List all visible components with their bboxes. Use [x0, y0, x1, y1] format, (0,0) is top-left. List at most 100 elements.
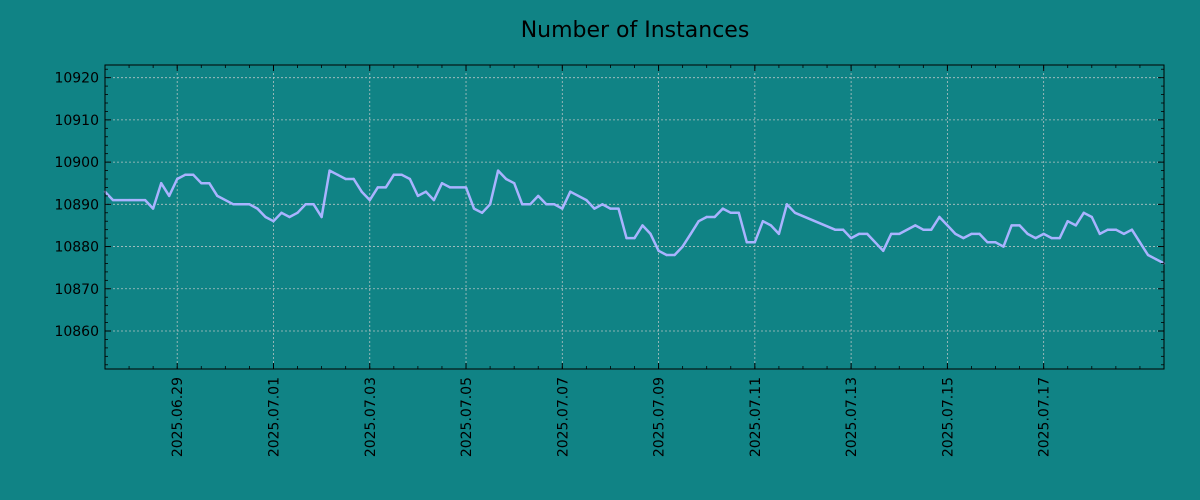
- data-point: [769, 224, 773, 227]
- data-point: [713, 215, 716, 219]
- data-point: [673, 253, 676, 257]
- data-point: [737, 211, 740, 214]
- data-point: [392, 173, 395, 176]
- data-point: [1010, 224, 1013, 227]
- data-point: [488, 203, 492, 206]
- data-point: [753, 241, 756, 244]
- data-point: [970, 232, 973, 236]
- x-tick-label: 2025.07.11: [748, 377, 764, 457]
- data-point: [681, 245, 684, 248]
- data-point: [216, 194, 219, 198]
- data-point: [416, 194, 420, 198]
- data-point: [1074, 224, 1078, 227]
- data-point: [890, 232, 893, 236]
- data-point: [529, 203, 532, 206]
- y-tick-label: 10890: [54, 197, 99, 213]
- data-point: [545, 203, 548, 206]
- x-tick-label: 2025.07.01: [266, 377, 282, 457]
- data-point: [151, 207, 155, 210]
- data-point: [232, 203, 235, 206]
- data-point: [264, 215, 267, 219]
- data-point: [472, 207, 476, 210]
- x-tick-label: 2025.07.17: [1037, 377, 1053, 457]
- data-point: [184, 173, 187, 176]
- data-point: [192, 173, 195, 176]
- data-point: [721, 207, 724, 210]
- data-point: [376, 186, 379, 189]
- data-point: [777, 232, 781, 236]
- y-tick-label: 10880: [54, 240, 99, 256]
- series-layer: [103, 169, 1166, 265]
- data-point: [400, 173, 403, 176]
- data-point: [633, 236, 636, 240]
- data-point: [160, 182, 163, 185]
- data-point: [424, 190, 428, 193]
- data-point: [176, 177, 179, 181]
- data-point: [320, 215, 323, 219]
- data-point: [866, 232, 869, 236]
- data-point: [561, 207, 564, 210]
- data-point: [1058, 236, 1061, 240]
- data-point: [432, 198, 436, 202]
- data-point: [729, 211, 732, 214]
- data-point: [986, 241, 989, 244]
- data-point: [312, 203, 315, 206]
- data-point: [649, 232, 652, 236]
- x-tick-label: 2025.07.15: [940, 377, 956, 457]
- data-point: [384, 186, 387, 189]
- data-point: [994, 241, 997, 244]
- data-point: [962, 236, 965, 240]
- data-point: [480, 211, 484, 214]
- data-point: [200, 182, 203, 185]
- data-point: [657, 249, 660, 252]
- data-point: [143, 198, 147, 202]
- data-point: [689, 232, 692, 236]
- data-point: [496, 169, 500, 172]
- data-point: [1146, 253, 1150, 257]
- data-point: [1066, 220, 1069, 223]
- data-point: [272, 220, 275, 223]
- data-point: [553, 203, 556, 206]
- data-point: [833, 228, 837, 231]
- data-point: [208, 182, 211, 185]
- data-point: [336, 173, 339, 176]
- data-point: [280, 211, 283, 214]
- data-point: [1018, 224, 1021, 227]
- x-tick-label: 2025.07.07: [555, 377, 571, 457]
- data-point: [641, 224, 644, 227]
- data-point: [761, 220, 765, 223]
- data-point: [849, 236, 853, 240]
- y-tick-label: 10910: [54, 113, 99, 129]
- data-point: [954, 232, 957, 236]
- data-point: [617, 207, 620, 210]
- data-point: [946, 224, 949, 227]
- data-point: [625, 236, 628, 240]
- data-point: [745, 241, 748, 244]
- grid-lines: [105, 65, 1164, 369]
- data-point: [569, 190, 572, 193]
- data-point: [248, 203, 251, 206]
- data-point: [601, 203, 604, 206]
- data-point: [1154, 258, 1158, 261]
- x-tick-label: 2025.07.09: [652, 377, 668, 457]
- data-point: [1098, 232, 1102, 236]
- data-point: [898, 232, 901, 236]
- data-point: [1138, 241, 1142, 244]
- data-point: [697, 220, 700, 223]
- data-point: [296, 211, 299, 214]
- data-point: [914, 224, 917, 227]
- data-point: [1002, 245, 1005, 248]
- data-point: [344, 177, 347, 181]
- data-point: [705, 215, 708, 219]
- data-point: [978, 232, 981, 236]
- data-point: [127, 198, 131, 202]
- data-point: [408, 177, 412, 181]
- data-point: [464, 186, 468, 189]
- data-point: [537, 194, 540, 198]
- data-point: [785, 203, 789, 206]
- x-tick-label: 2025.06.29: [170, 377, 186, 457]
- data-point: [360, 190, 363, 193]
